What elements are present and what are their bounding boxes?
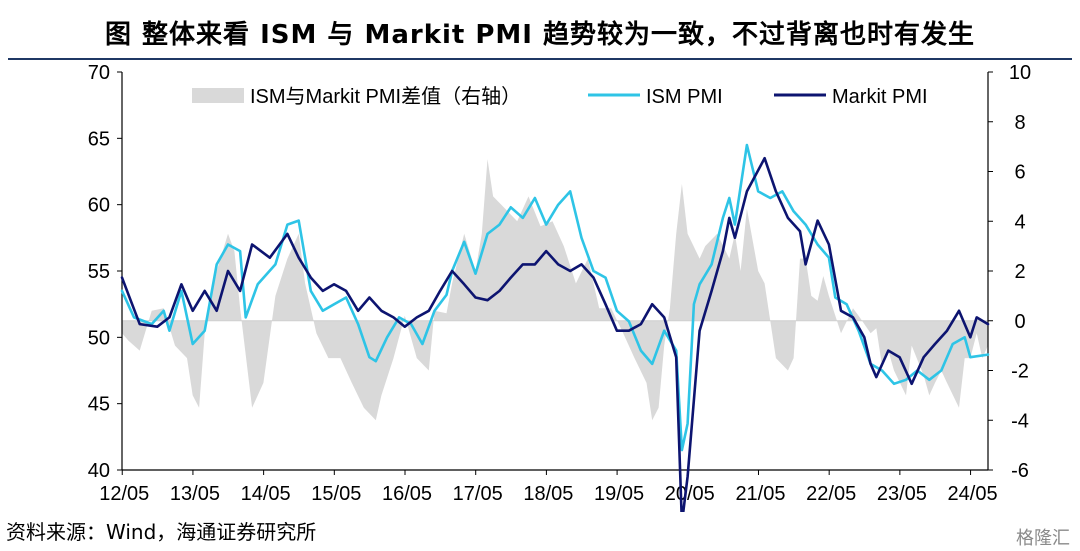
left-tick-label: 60 [88,195,110,217]
right-tick-label: -4 [1011,410,1029,432]
title-divider [8,58,1072,60]
right-tick-label: 6 [1014,162,1025,184]
right-tick-label: 0 [1014,311,1025,333]
right-tick-label: 10 [1009,62,1031,84]
x-tick-label: 12/05 [99,483,149,505]
x-tick-label: 23/05 [877,483,927,505]
left-tick-label: 55 [88,261,110,283]
x-tick-label: 17/05 [453,483,503,505]
markit-pmi-line [120,156,990,512]
x-tick-label: 19/05 [594,483,644,505]
diff-area-layer [122,159,988,421]
source-note: 资料来源：Wind，海通证券研究所 [6,520,317,544]
left-tick-label: 65 [88,128,110,150]
left-tick-label: 70 [88,62,110,84]
watermark-logo: 格隆汇 [1016,528,1070,549]
right-tick-label: 4 [1014,211,1025,233]
pmi-line-chart: 70 65 60 55 50 45 40 10 8 6 4 2 0 -2 -4 -6 12/05 13/05 14/… [88,62,1031,512]
x-tick-label: 15/05 [311,483,361,505]
legend: ISM与Markit PMI差值（右轴） ISM PMI Markit PMI [192,85,928,108]
x-tick-label: 16/05 [382,483,432,505]
ism-pmi-line [120,143,990,452]
diff-area [122,159,988,421]
left-tick-label: 45 [88,394,110,416]
series-lines-layer [120,143,990,512]
x-tick-label: 22/05 [806,483,856,505]
right-tick-label: -6 [1011,460,1029,482]
legend-ism-label: ISM PMI [646,86,723,108]
left-tick-label: 50 [88,327,110,349]
chart-title: 图 整体来看 ISM 与 Markit PMI 趋势较为一致，不过背离也时有发生 [104,20,976,50]
left-tick-label: 40 [88,460,110,482]
x-tick-label: 24/05 [948,483,998,505]
right-tick-label: 2 [1014,261,1025,283]
title-bar: 图 整体来看 ISM 与 Markit PMI 趋势较为一致，不过背离也时有发生 [0,0,1080,60]
x-tick-label: 18/05 [523,483,573,505]
x-tick-label: 13/05 [170,483,220,505]
right-tick-label: -2 [1011,361,1029,383]
legend-markit-label: Markit PMI [832,86,928,108]
x-tick-label: 21/05 [735,483,785,505]
x-tick-label: 14/05 [241,483,291,505]
legend-diff-label: ISM与Markit PMI差值（右轴） [250,85,521,108]
x-tick-label: 20/05 [665,483,715,505]
legend-diff-swatch [192,88,244,103]
right-tick-label: 8 [1014,112,1025,134]
axes-layer: 70 65 60 55 50 45 40 10 8 6 4 2 0 -2 -4 -6 12/05 13/05 14/… [88,62,1031,505]
